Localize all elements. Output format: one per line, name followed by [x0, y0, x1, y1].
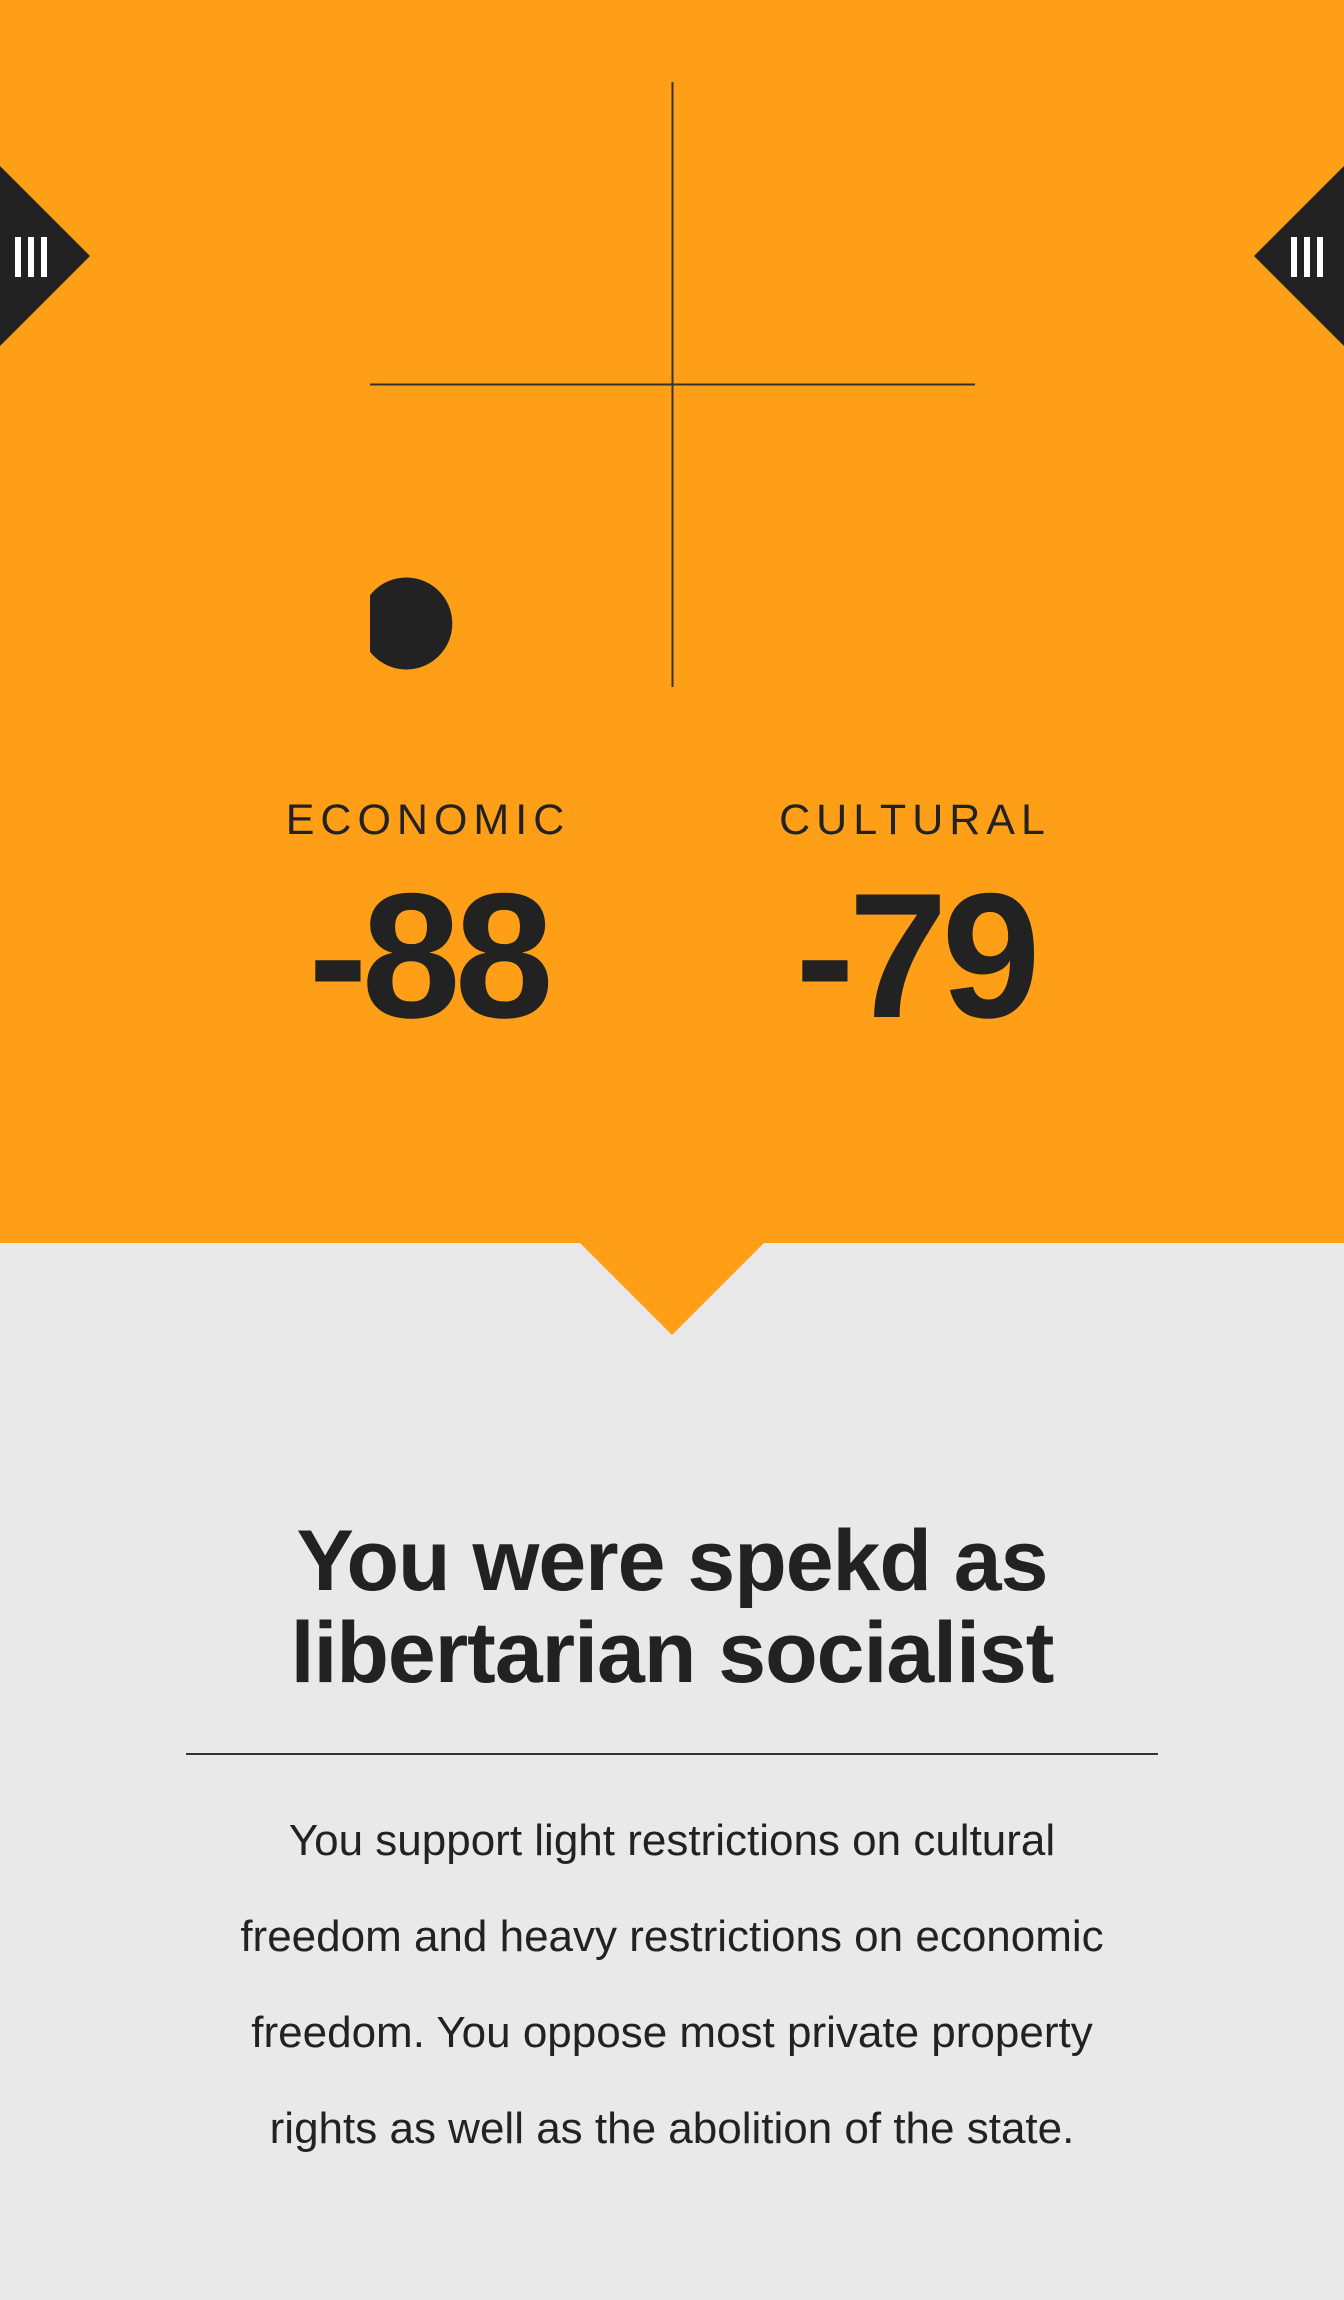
economic-value: -88 — [308, 856, 553, 1055]
result-section: You were spekd as libertarian socialist … — [186, 1515, 1158, 2177]
political-compass-chart — [370, 82, 975, 687]
cultural-label: CULTURAL — [779, 796, 1051, 844]
result-title: You were spekd as libertarian socialist — [290, 1513, 1055, 1701]
panel-pointer — [580, 1243, 764, 1335]
score-panel: ECONOMIC -88 CULTURAL -79 — [0, 0, 1344, 1243]
cultural-score: CULTURAL -79 — [755, 795, 1075, 1045]
cultural-value: -79 — [795, 856, 1040, 1055]
menu-bars-icon[interactable] — [15, 237, 47, 277]
result-description: You support light restrictions on cultur… — [240, 1816, 1104, 2153]
economic-score: ECONOMIC -88 — [268, 795, 588, 1045]
position-marker — [370, 577, 453, 670]
right-menu-button[interactable] — [1254, 166, 1344, 346]
compass-svg — [370, 82, 975, 687]
menu-bars-icon[interactable] — [1291, 237, 1323, 277]
divider — [186, 1753, 1158, 1755]
economic-label: ECONOMIC — [285, 796, 571, 844]
